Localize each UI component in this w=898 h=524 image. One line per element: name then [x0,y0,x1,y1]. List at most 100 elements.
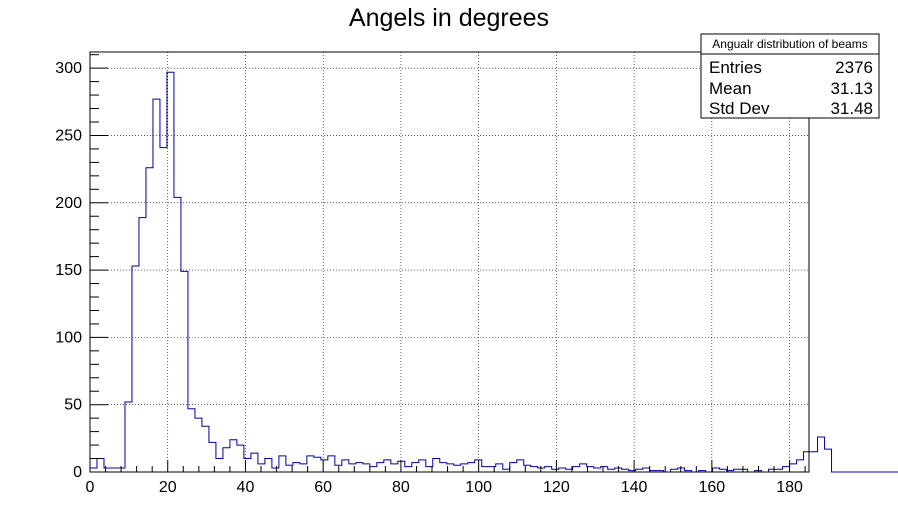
histogram-bin [818,437,825,472]
histogram-bin [279,456,286,472]
histogram-bin [181,271,188,472]
histogram-bin [132,266,139,472]
y-tick-label: 0 [73,464,82,481]
histogram-bin [328,456,335,472]
histogram-bin [237,445,244,472]
x-tick-label: 100 [465,479,492,496]
histogram-bin [468,463,475,472]
histogram-bin [783,467,790,472]
histogram-bin [524,465,531,472]
histogram-bin [489,467,496,472]
chart-title: Angels in degrees [349,4,549,32]
x-tick-label: 180 [776,479,803,496]
histogram-bin [356,463,363,472]
stats-box-title: Angualr distribution of beams [712,37,867,51]
y-tick-label: 50 [64,397,82,414]
y-tick-label: 300 [55,60,82,77]
histogram-bin [244,459,251,472]
histogram-bin [496,464,503,472]
histogram-bin [454,465,461,472]
stats-box: Angualr distribution of beams Entries 23… [700,33,880,119]
histogram-bin [195,418,202,472]
histogram-bin [594,468,601,472]
x-tick-label: 80 [392,479,410,496]
histogram-bin [405,467,412,472]
x-tick-label: 120 [543,479,570,496]
histogram-bin [251,453,258,472]
histogram-bin [174,197,181,472]
histogram-bins [90,72,832,472]
grid [89,52,809,473]
stats-mean-value: 31.13 [830,79,873,98]
histogram-bin [97,459,104,472]
histogram-bin [90,468,97,472]
histogram-bin [272,468,279,472]
x-tick-label: 140 [621,479,648,496]
histogram-bin [601,467,608,472]
histogram-bin [349,464,356,472]
histogram-bin [531,467,538,472]
histogram-bin [482,467,489,472]
x-tick-label: 0 [86,479,95,496]
histogram-bin [377,463,384,472]
x-tick-label: 40 [237,479,255,496]
x-tick-label: 20 [159,479,177,496]
stats-box-frame [700,33,880,119]
histogram-bin [111,468,118,472]
histogram-bin [545,467,552,472]
histogram-bin [517,460,524,472]
histogram-bin [265,459,272,472]
histogram-bin [370,467,377,472]
axes: 0 20 40 60 80 100 120 140 160 180 0 50 100 150 200 250 3… [55,54,806,496]
plot-frame [89,51,810,473]
histogram-bin [188,409,195,472]
histogram-bin [433,459,440,472]
histogram-bin [363,464,370,472]
histogram-bin [146,168,153,472]
histogram-bin [139,218,146,472]
histogram-bin [419,460,426,472]
y-tick-label: 100 [55,329,82,346]
histogram-bin [223,448,230,472]
stats-stddev-value: 31.48 [830,99,873,118]
histogram-outline [90,71,898,473]
stats-stddev-label: Std Dev [709,99,770,118]
histogram-bin [153,99,160,472]
histogram-bin [321,460,328,472]
histogram-bin [293,463,300,472]
histogram-bin [573,467,580,472]
y-tick-label: 150 [55,262,82,279]
histogram-bin [314,457,321,472]
stats-entries-label: Entries [709,58,762,77]
y-tick-label: 200 [55,195,82,212]
histogram-bin [412,463,419,472]
histogram-bin [202,426,209,472]
histogram-bin [440,463,447,472]
y-tick-label: 250 [55,127,82,144]
histogram-bin [209,442,216,472]
histogram-bin [342,460,349,472]
histogram-bin [216,459,223,472]
histogram-bin [384,460,391,472]
histogram-bin [461,464,468,472]
histogram-bin [104,468,111,472]
histogram-bin [510,463,517,472]
histogram-bin [125,402,132,472]
histogram-bin [230,440,237,472]
x-tick-label: 160 [698,479,725,496]
stats-mean-label: Mean [709,79,752,98]
histogram-bin [825,449,832,472]
histogram-bin [391,464,398,472]
histogram-bin [790,464,797,472]
histogram-bin [804,452,811,472]
histogram-bin [160,148,167,472]
histogram-bin [713,468,720,472]
stats-entries-value: 2376 [835,58,873,77]
histogram-bin [811,452,818,472]
histogram-bin [300,464,307,472]
histogram-bin [559,468,566,472]
histogram-bin [643,468,650,472]
histogram-bin [797,460,804,472]
histogram-bin [580,464,587,472]
